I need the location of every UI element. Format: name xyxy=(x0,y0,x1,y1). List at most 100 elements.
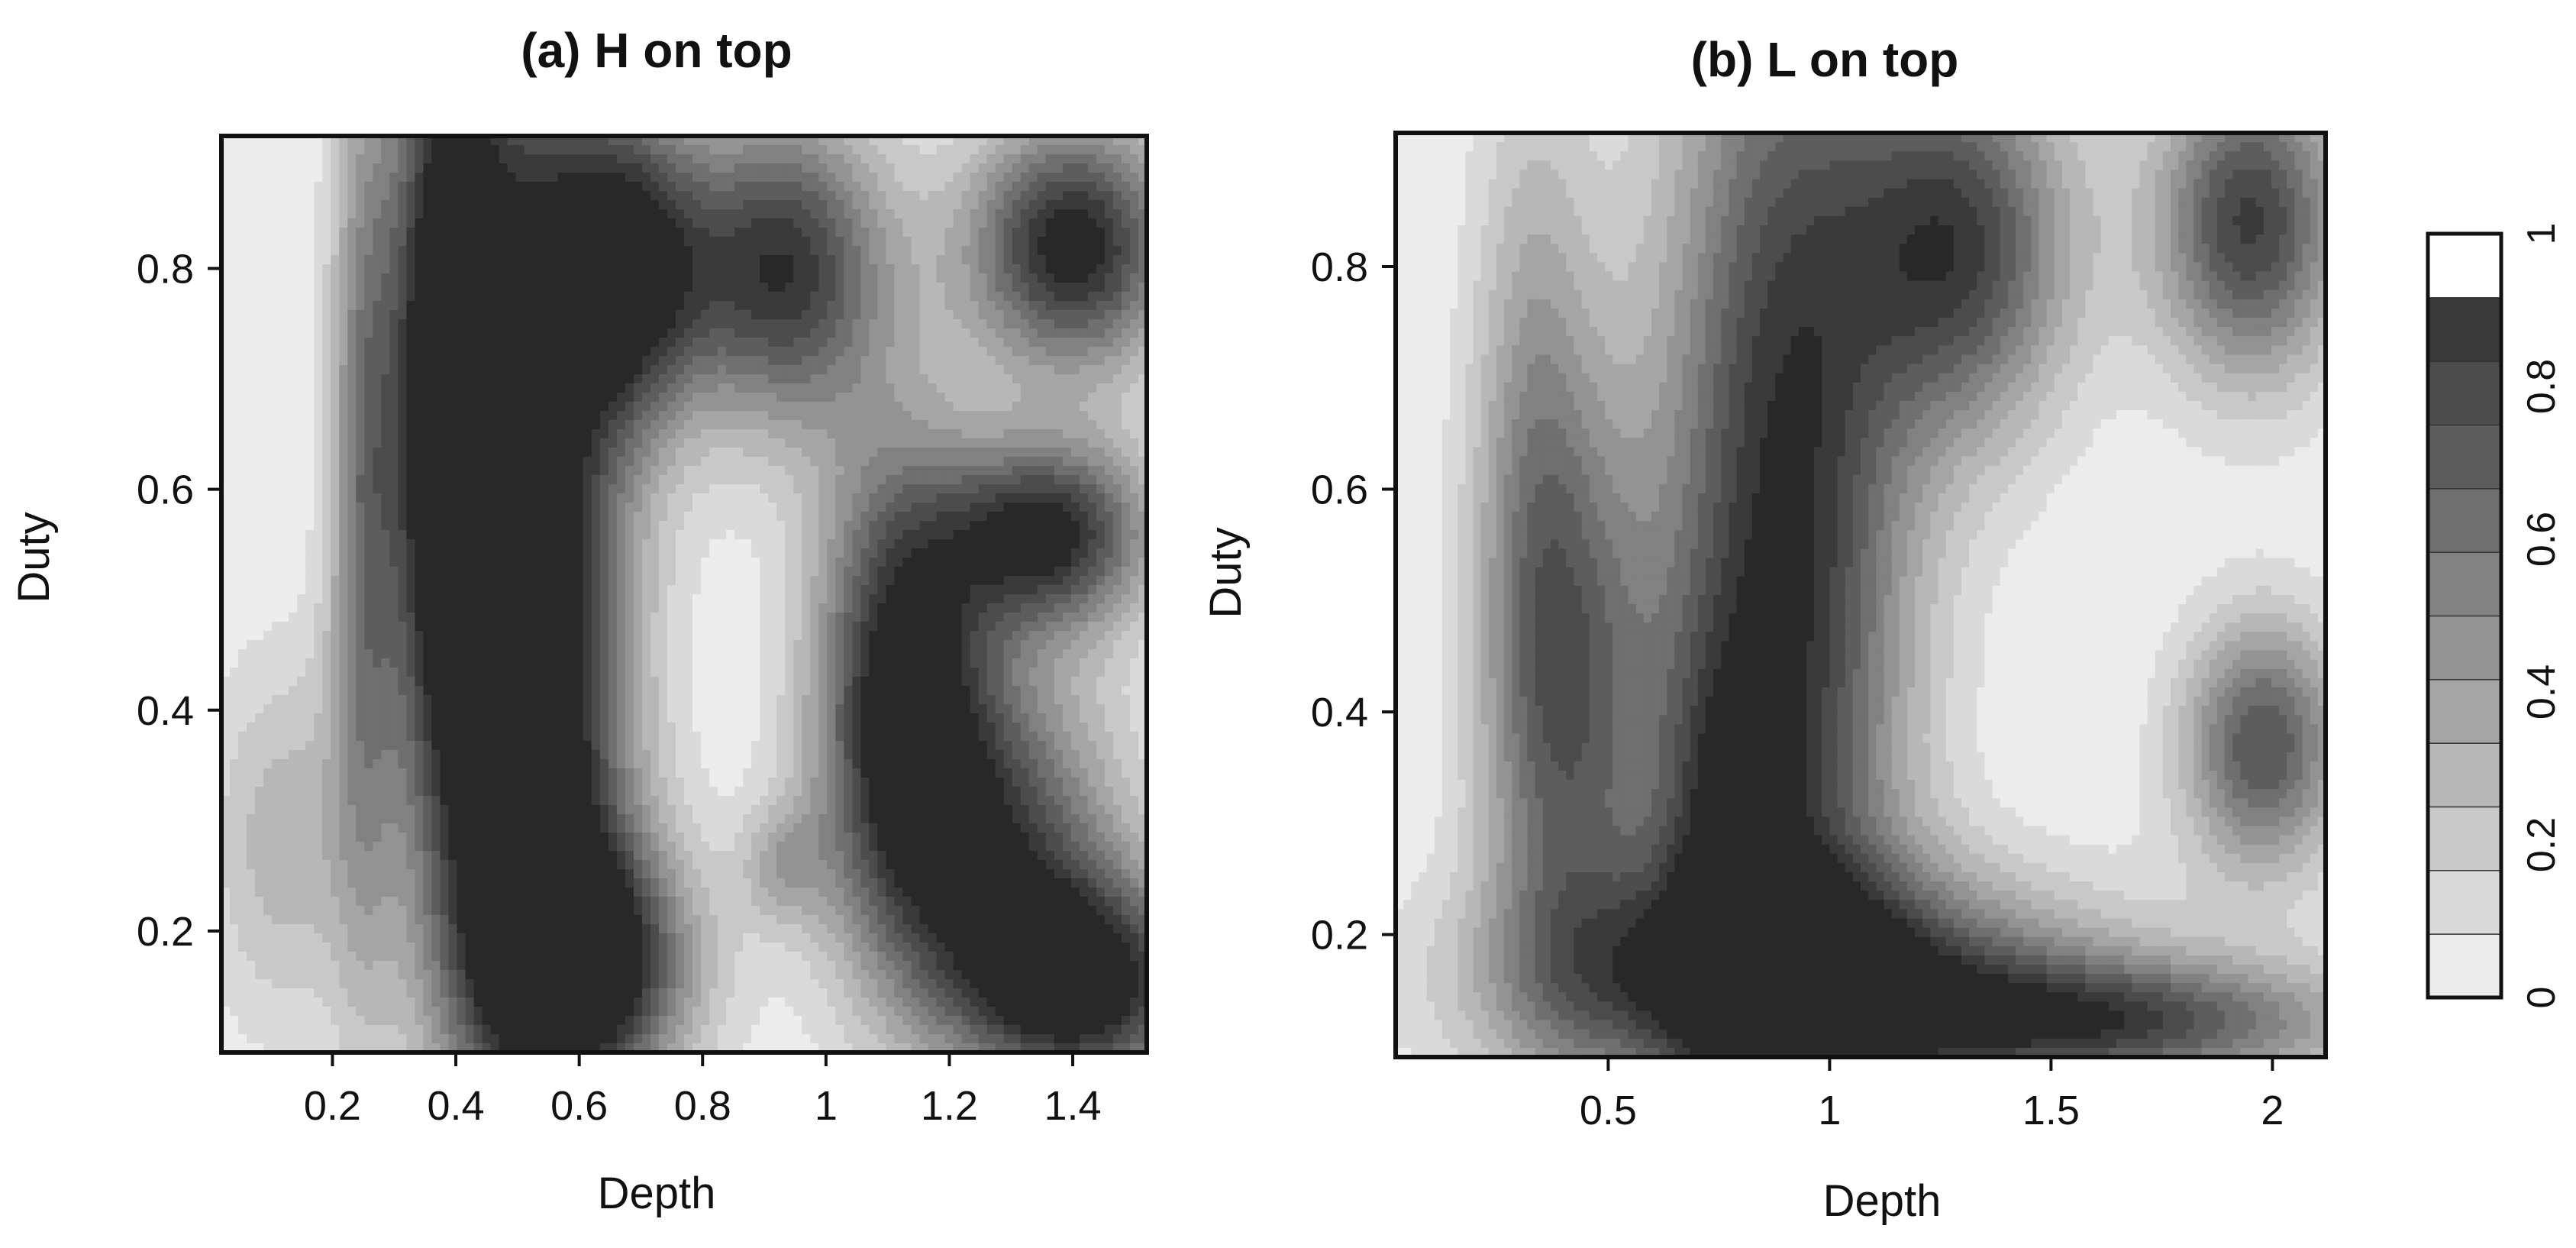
heat-cell xyxy=(465,237,475,247)
heat-cell xyxy=(490,338,500,348)
heat-cell xyxy=(356,209,365,219)
heat-cell xyxy=(415,200,424,210)
heat-cell xyxy=(583,878,592,888)
heat-cell xyxy=(389,878,399,888)
heat-cell xyxy=(431,338,441,348)
heat-cell xyxy=(347,622,357,632)
heat-cell xyxy=(381,860,390,870)
heat-cell xyxy=(633,292,643,302)
heat-cell xyxy=(339,493,348,503)
heat-cell xyxy=(515,915,525,925)
heat-cell xyxy=(364,594,373,604)
heat-cell xyxy=(389,136,399,146)
heat-cell xyxy=(247,438,256,448)
heat-cell xyxy=(406,594,416,604)
heat-cell xyxy=(448,640,458,650)
heat-cell xyxy=(473,558,483,567)
heat-cell xyxy=(515,356,525,366)
heat-cell xyxy=(289,191,298,201)
heat-cell xyxy=(566,521,576,531)
heat-cell xyxy=(599,438,609,448)
heat-cell xyxy=(566,576,576,586)
heat-cell xyxy=(482,393,492,403)
heat-cell xyxy=(381,466,390,476)
heat-cell xyxy=(423,603,433,613)
heat-cell xyxy=(633,338,643,348)
heat-cell xyxy=(280,429,289,439)
heat-cell xyxy=(583,466,592,476)
heat-cell xyxy=(314,778,323,787)
heat-cell xyxy=(356,411,365,421)
heat-cell xyxy=(255,768,264,778)
heat-cell xyxy=(473,374,483,384)
heat-cell xyxy=(314,429,323,439)
heat-cell xyxy=(457,173,466,183)
heat-cell xyxy=(448,860,458,870)
heat-cell xyxy=(331,1034,340,1044)
heat-cell xyxy=(331,842,340,852)
heat-cell xyxy=(465,741,475,751)
heat-cell xyxy=(331,145,340,155)
heat-cell xyxy=(322,530,331,540)
heat-cell xyxy=(221,997,231,1007)
heat-cell xyxy=(297,484,306,494)
heat-cell xyxy=(482,383,492,393)
heat-cell xyxy=(574,732,584,742)
heat-cell xyxy=(541,493,550,503)
heat-cell xyxy=(364,668,373,677)
heat-cell xyxy=(457,200,466,210)
heat-cell xyxy=(373,191,382,201)
heat-cell xyxy=(255,457,264,467)
heat-cell xyxy=(238,393,247,403)
heat-cell xyxy=(524,182,534,192)
heat-cell xyxy=(331,237,340,247)
heat-cell xyxy=(331,640,340,650)
heat-cell xyxy=(322,842,331,852)
heat-cell xyxy=(608,878,618,888)
heat-cell xyxy=(356,310,365,320)
heat-cell xyxy=(255,319,264,329)
heat-cell xyxy=(532,888,542,897)
heat-cell xyxy=(465,897,475,907)
heat-cell xyxy=(473,136,483,146)
heat-cell xyxy=(297,512,306,522)
heat-cell xyxy=(473,952,483,962)
heat-cell xyxy=(415,218,424,228)
heat-cell xyxy=(524,512,534,522)
heat-cell xyxy=(507,283,517,293)
heat-cell xyxy=(263,942,273,952)
heat-cell xyxy=(541,658,550,668)
heat-cell xyxy=(440,997,450,1007)
heat-cell xyxy=(457,237,466,247)
heat-cell xyxy=(448,393,458,403)
heat-cell xyxy=(406,686,416,696)
heat-cell xyxy=(583,356,592,366)
heat-cell xyxy=(238,814,247,824)
heat-cell xyxy=(566,438,576,448)
heat-cell xyxy=(238,1007,247,1017)
heat-cell xyxy=(507,136,517,146)
heat-cell xyxy=(532,787,542,797)
heat-cell xyxy=(566,319,576,329)
heat-cell xyxy=(322,576,331,586)
heat-cell xyxy=(389,466,399,476)
heat-cell xyxy=(608,1016,618,1026)
heat-cell xyxy=(339,567,348,577)
heat-cell xyxy=(591,1025,601,1035)
heat-cell xyxy=(440,622,450,632)
heat-cell xyxy=(347,695,357,705)
heat-cell xyxy=(238,145,247,155)
heat-cell xyxy=(457,530,466,540)
heat-cell xyxy=(364,576,373,586)
heat-cell xyxy=(247,833,256,842)
heat-cell xyxy=(356,1007,365,1017)
heat-cell xyxy=(415,603,424,613)
heat-cell xyxy=(448,567,458,577)
heat-cell xyxy=(406,301,416,311)
heat-cell xyxy=(616,163,626,173)
heat-cell xyxy=(347,988,357,998)
heat-cell xyxy=(583,952,592,962)
heat-cell xyxy=(389,732,399,742)
heat-cell xyxy=(557,704,567,714)
heat-cell xyxy=(616,942,626,952)
